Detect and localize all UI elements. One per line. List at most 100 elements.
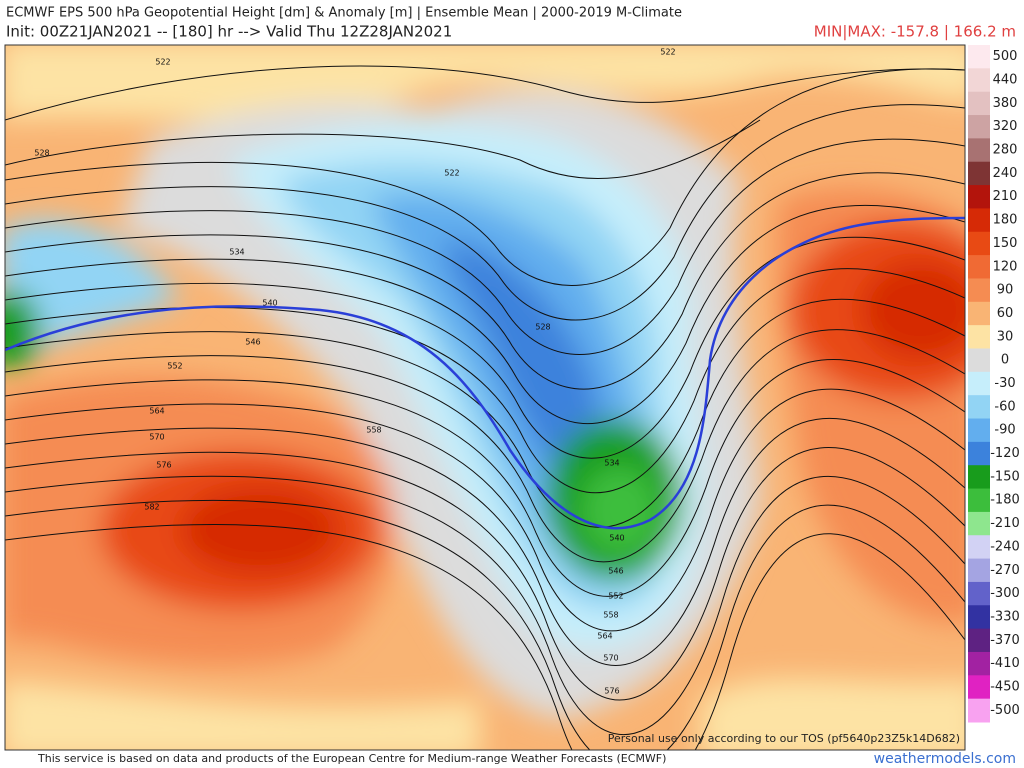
- colorbar-swatch: [968, 581, 990, 606]
- colorbar-label: -210: [990, 516, 1020, 531]
- colorbar-label: 240: [993, 166, 1018, 181]
- contour-label: 576: [604, 687, 619, 696]
- contour-540-highlight: [5, 216, 965, 530]
- contour-label: 522: [444, 169, 459, 178]
- min-max: MIN|MAX: -157.8 | 166.2 m: [814, 23, 1016, 41]
- colorbar-label: 320: [993, 119, 1018, 134]
- brand: weathermodels.com: [874, 751, 1016, 767]
- colorbar-swatch: [968, 395, 990, 420]
- colorbar-label: -60: [994, 399, 1015, 414]
- colorbar-label: -500: [990, 703, 1020, 718]
- contour-label: 552: [608, 592, 623, 601]
- contour-line: [5, 329, 965, 563]
- colorbar-swatch: [968, 535, 990, 560]
- colorbar-swatch: [968, 628, 990, 653]
- colorbar-swatch: [968, 208, 990, 233]
- colorbar-swatch: [968, 348, 990, 373]
- colorbar-label: 0: [1001, 353, 1009, 368]
- colorbar-label: -330: [990, 609, 1020, 624]
- colorbar-swatch: [968, 511, 990, 536]
- colorbar-swatch: [968, 91, 990, 116]
- contour-line: [5, 447, 965, 701]
- colorbar-label: -180: [990, 493, 1020, 508]
- colorbar-swatch: [968, 651, 990, 676]
- contour-line: [5, 388, 965, 632]
- colorbar-swatch: [968, 278, 990, 303]
- colorbar: 500 440 380 320 280 240 210 180 150 120 90 60 30 0 -30…: [968, 45, 1020, 723]
- contour-label: 582: [144, 503, 159, 512]
- map-frame: [4, 44, 966, 751]
- colorbar-swatch: [968, 441, 990, 466]
- contour-label: 564: [149, 407, 164, 416]
- contour-label: 534: [229, 248, 244, 257]
- colorbar-swatch: [968, 301, 990, 326]
- contour-label: 534: [604, 459, 619, 468]
- colorbar-label: 60: [997, 306, 1014, 321]
- colorbar-swatch: [968, 675, 990, 700]
- contour-line: [5, 298, 965, 528]
- tos-note: Personal use only according to our TOS (…: [608, 732, 960, 745]
- contour-line: [5, 359, 965, 597]
- colorbar-swatch: [968, 605, 990, 630]
- contour-line: [5, 204, 965, 425]
- contour-label: 570: [603, 654, 618, 663]
- contour-label: 564: [597, 632, 612, 641]
- colorbar-label: 210: [993, 189, 1018, 204]
- colorbar-swatch: [968, 255, 990, 279]
- colorbar-label: 380: [993, 96, 1018, 111]
- colorbar-swatch: [968, 115, 990, 139]
- colorbar-label: 90: [997, 283, 1014, 298]
- colorbar-swatch: [968, 161, 990, 186]
- colorbar-label: 500: [993, 49, 1018, 64]
- colorbar-label: -150: [990, 469, 1020, 484]
- colorbar-label: 280: [993, 143, 1018, 158]
- colorbar-swatch: [968, 68, 990, 93]
- colorbar-label: 180: [993, 213, 1018, 228]
- contour-line: [5, 268, 965, 494]
- contour-line: [5, 68, 965, 286]
- colorbar-swatch: [968, 45, 990, 69]
- colorbar-swatch: [968, 698, 990, 723]
- contour-label: 558: [603, 611, 618, 620]
- colorbar-swatch: [968, 558, 990, 583]
- colorbar-swatch: [968, 488, 990, 513]
- contour-label: 552: [167, 362, 182, 371]
- colorbar-label: -30: [994, 376, 1015, 391]
- contour-label: 522: [660, 48, 675, 57]
- colorbar-label: 30: [997, 329, 1014, 344]
- colorbar-label: 120: [993, 259, 1018, 274]
- contour-label: 546: [608, 567, 623, 576]
- disclaimer: This service is based on data and produc…: [37, 752, 666, 765]
- colorbar-swatch: [968, 185, 990, 209]
- contour-label: 540: [262, 299, 277, 308]
- colorbar-label: -370: [990, 633, 1020, 648]
- contour-line: [5, 138, 965, 356]
- contour-label: 528: [34, 149, 49, 158]
- contour-label: 576: [156, 461, 171, 470]
- colorbar-label: -300: [990, 586, 1020, 601]
- colorbar-label: -270: [990, 563, 1020, 578]
- colorbar-label: -120: [990, 446, 1020, 461]
- title: ECMWF EPS 500 hPa Geopotential Height [d…: [6, 6, 682, 21]
- colorbar-label: 150: [993, 236, 1018, 251]
- contour-line: [5, 104, 965, 321]
- colorbar-swatch: [968, 325, 990, 349]
- contour-line: [5, 418, 965, 666]
- init-line: Init: 00Z21JAN2021 -- [180] hr --> Valid…: [6, 23, 452, 41]
- colorbar-swatch: [968, 138, 990, 163]
- map: 522 522 528 522 534 540 546 552 528 558 564 570 576 5…: [5, 45, 965, 750]
- contour-line: [5, 499, 965, 750]
- contour-line: [5, 524, 965, 750]
- colorbar-label: -410: [990, 656, 1020, 671]
- contour-line: [5, 65, 965, 121]
- contour-label: 558: [366, 426, 381, 435]
- colorbar-swatch: [968, 231, 990, 256]
- contour-labels: 522 522 528 522 534 540 546 552 528 558 564 570 576 5…: [34, 48, 675, 696]
- colorbar-label: -240: [990, 539, 1020, 554]
- contour-label: 540: [609, 534, 624, 543]
- height-contours: [5, 65, 965, 750]
- colorbar-label: -90: [994, 423, 1015, 438]
- contour-line: [5, 475, 965, 736]
